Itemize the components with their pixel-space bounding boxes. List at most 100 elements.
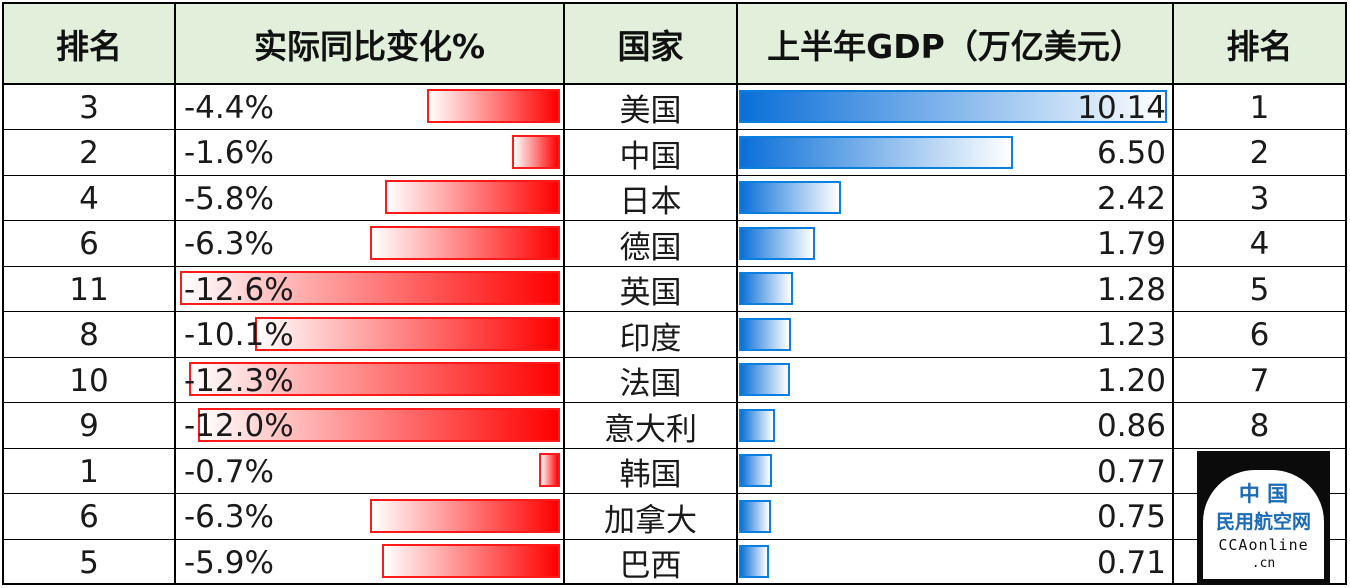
table-row: 5-5.9%巴西0.7111 [4, 540, 1345, 585]
table-row: 9 -12.0% 意大利 0.86 8 [4, 404, 1345, 449]
header-gdp: 上半年GDP（万亿美元） [767, 26, 1143, 66]
rank-gdp-cell: 2 [1174, 131, 1345, 176]
change-bar [382, 544, 560, 578]
rank-change: 8 [79, 317, 99, 353]
logo-text-line3: CCAonline [1218, 536, 1309, 554]
country-name: 中国 [619, 138, 682, 175]
country-name-cell: 印度 [565, 313, 736, 358]
header-rank-gdp: 排名 [1226, 26, 1293, 66]
rank-change-cell: 3 [4, 85, 174, 130]
change-bar [511, 134, 560, 169]
gdp-value-cell: 0.71 [738, 540, 1172, 585]
gdp-value-cell: 6.50 [738, 131, 1172, 176]
table-row: 3 -4.4% 美国 10.14 1 [4, 85, 1345, 130]
table-row: 6 -6.3% 德国 1.79 4 [4, 222, 1345, 267]
rank-gdp: 1 [1249, 89, 1270, 126]
gdp-value: 0.77 [1096, 453, 1166, 490]
column-divider [1172, 4, 1174, 583]
country-name: 德国 [619, 229, 682, 266]
gdp-value-cell: 2.42 [738, 176, 1172, 221]
gdp-value-cell: 10.14 [738, 85, 1172, 130]
logo-text-line2: 民用航空网 [1215, 511, 1311, 533]
gdp-value: 6.50 [1096, 135, 1166, 171]
country-name-cell: 德国 [565, 222, 736, 267]
change-value: -10.1% [184, 317, 294, 353]
rank-change-cell: 1 [4, 449, 174, 494]
table-row: 1-0.7%韩国0.779 [4, 449, 1345, 494]
change-value-cell: -0.7% [176, 449, 563, 494]
change-value: -0.7% [184, 453, 274, 490]
change-value-cell: -5.9% [176, 540, 563, 585]
rank-change: 3 [79, 89, 99, 126]
table-row: 2 -1.6% 中国 6.50 2 [4, 131, 1345, 176]
change-value-cell: -12.0% [176, 404, 563, 449]
country-name: 加拿大 [604, 502, 697, 539]
change-value: -5.8% [184, 180, 274, 217]
change-value: -6.3% [184, 226, 274, 262]
rank-gdp: 2 [1249, 135, 1270, 171]
rank-change: 11 [69, 271, 109, 308]
rank-change-cell: 9 [4, 404, 174, 449]
country-name-cell: 英国 [565, 267, 736, 312]
change-value: -5.9% [184, 544, 274, 581]
header-rank-change: 排名 [56, 26, 122, 66]
country-name: 韩国 [619, 457, 682, 493]
gdp-value: 0.71 [1096, 544, 1166, 581]
change-bar [180, 271, 560, 305]
gdp-bar [739, 181, 842, 214]
rank-gdp: 5 [1249, 271, 1270, 308]
country-name-cell: 韩国 [565, 449, 736, 494]
rank-change-cell: 8 [4, 313, 174, 358]
change-value: -12.0% [184, 408, 294, 444]
column-divider [563, 4, 565, 583]
rank-gdp-cell: 8 [1174, 404, 1345, 449]
change-value-cell: -1.6% [176, 131, 563, 176]
change-bar [198, 407, 560, 442]
gdp-bar [739, 408, 776, 442]
table-row: 4 -5.8% 日本 2.42 3 [4, 176, 1345, 221]
table-row: 11 -12.6% 英国 1.28 5 [4, 267, 1345, 312]
column-divider [736, 4, 738, 583]
rank-change: 9 [79, 408, 99, 444]
gdp-bar [739, 317, 791, 351]
change-value-cell: -10.1% [176, 313, 563, 358]
rank-gdp-cell: 4 [1174, 222, 1345, 267]
change-value-cell: -12.3% [176, 358, 563, 403]
gdp-value: 1.28 [1096, 271, 1166, 308]
rank-gdp-cell: 6 [1174, 313, 1345, 358]
gdp-value-cell: 0.86 [738, 404, 1172, 449]
gdp-bar [739, 135, 1014, 169]
rank-gdp: 7 [1249, 362, 1270, 399]
rank-change: 2 [79, 135, 99, 171]
rank-change-cell: 6 [4, 495, 174, 540]
rank-gdp-cell: 3 [1174, 176, 1345, 221]
rank-gdp-cell: 1 [1174, 85, 1345, 130]
gdp-value: 1.79 [1096, 226, 1166, 262]
table-row: 8 -10.1% 印度 1.23 6 [4, 313, 1345, 358]
rank-gdp-cell: 5 [1174, 267, 1345, 312]
ccaonline-logo: 中 国 民用航空网 CCAonline .cn [1197, 451, 1330, 585]
rank-gdp-cell: 7 [1174, 358, 1345, 403]
gdp-value-cell: 1.28 [738, 267, 1172, 312]
rank-gdp: 8 [1249, 408, 1270, 444]
country-name-cell: 中国 [565, 131, 736, 176]
gdp-value-cell: 1.23 [738, 313, 1172, 358]
rank-gdp: 3 [1249, 180, 1270, 217]
rank-change-cell: 10 [4, 358, 174, 403]
change-bar [189, 362, 560, 396]
header-change: 实际同比变化% [253, 26, 486, 66]
rank-change: 6 [79, 226, 99, 262]
change-value-cell: -4.4% [176, 85, 563, 130]
rank-gdp: 6 [1249, 317, 1270, 353]
change-value-cell: -5.8% [176, 176, 563, 221]
gdp-value: 1.23 [1096, 317, 1166, 353]
country-name-cell: 加拿大 [565, 495, 736, 540]
change-value: -4.4% [184, 89, 274, 126]
country-name: 美国 [619, 93, 682, 129]
country-name-cell: 法国 [565, 358, 736, 403]
gdp-bar [739, 272, 794, 305]
change-bar [427, 89, 560, 123]
gdp-value: 2.42 [1096, 180, 1166, 217]
logo-text-line1: 中 国 [1238, 482, 1289, 506]
